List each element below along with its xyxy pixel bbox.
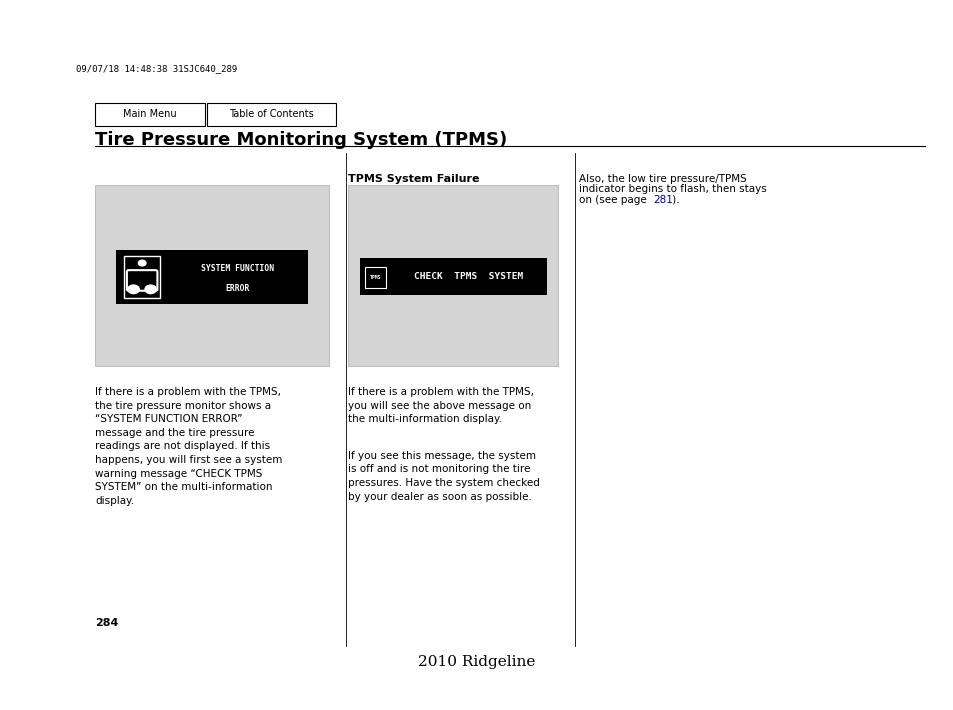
Text: on (see page: on (see page <box>578 195 649 204</box>
Text: TPMS: TPMS <box>370 275 381 280</box>
FancyBboxPatch shape <box>95 103 205 126</box>
Circle shape <box>145 285 156 294</box>
Bar <box>124 256 160 297</box>
Text: If you see this message, the system
is off and is not monitoring the tire
pressu: If you see this message, the system is o… <box>348 451 539 502</box>
Text: CHECK  TPMS  SYSTEM: CHECK TPMS SYSTEM <box>414 272 523 281</box>
Text: indicator begins to flash, then stays: indicator begins to flash, then stays <box>578 184 766 195</box>
Text: Also, the low tire pressure/TPMS: Also, the low tire pressure/TPMS <box>578 174 746 184</box>
Text: If there is a problem with the TPMS,
the tire pressure monitor shows a
“SYSTEM F: If there is a problem with the TPMS, the… <box>95 387 282 506</box>
Text: 2010 Ridgeline: 2010 Ridgeline <box>417 655 536 669</box>
Text: ERROR: ERROR <box>226 284 250 293</box>
FancyBboxPatch shape <box>207 103 335 126</box>
Text: 281: 281 <box>653 195 673 204</box>
FancyBboxPatch shape <box>127 270 157 291</box>
Text: TPMS System Failure: TPMS System Failure <box>348 174 479 184</box>
Text: SYSTEM FUNCTION: SYSTEM FUNCTION <box>201 264 274 273</box>
Text: Tire Pressure Monitoring System (TPMS): Tire Pressure Monitoring System (TPMS) <box>95 131 507 149</box>
Text: Main Menu: Main Menu <box>123 109 177 119</box>
Circle shape <box>138 261 146 266</box>
Bar <box>348 185 558 366</box>
Circle shape <box>128 285 139 294</box>
Bar <box>365 266 386 288</box>
Text: 09/07/18 14:48:38 31SJC640_289: 09/07/18 14:48:38 31SJC640_289 <box>76 64 237 73</box>
Bar <box>359 258 546 295</box>
Text: ).: ). <box>668 195 679 204</box>
Bar <box>95 185 329 366</box>
Text: 284: 284 <box>95 618 119 628</box>
Text: If there is a problem with the TPMS,
you will see the above message on
the multi: If there is a problem with the TPMS, you… <box>348 387 534 424</box>
Bar <box>116 250 308 304</box>
Text: Table of Contents: Table of Contents <box>229 109 314 119</box>
